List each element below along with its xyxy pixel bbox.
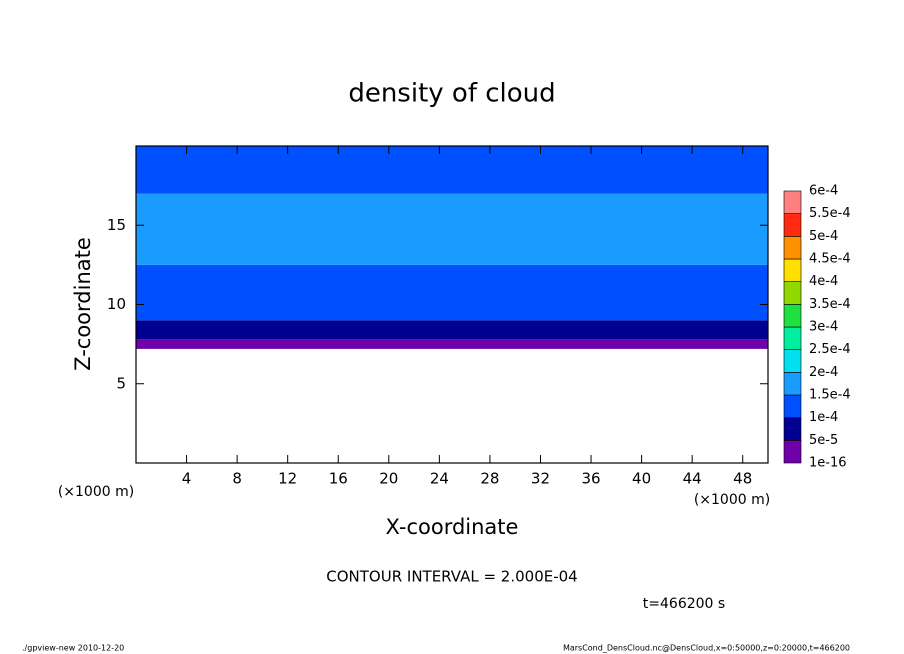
contour-band — [136, 264, 768, 321]
x-unit: (×1000 m) — [58, 484, 134, 500]
chart-title: density of cloud — [348, 79, 555, 109]
y-tick-label: 15 — [107, 216, 126, 234]
footer: MarsCond_DensCloud.nc@DensCloud,x=0:5000… — [563, 644, 850, 653]
colorbar-label: 5e-5 — [809, 433, 838, 448]
colorbar-label: 6e-4 — [809, 184, 838, 199]
colorbar-swatch — [783, 190, 802, 214]
x-tick-label: 12 — [278, 470, 297, 488]
x-tick-label: 16 — [329, 470, 348, 488]
x-tick-label: 4 — [182, 470, 192, 488]
colorbar-swatch — [783, 281, 802, 305]
colorbar-label: 1e-4 — [809, 410, 838, 425]
colorbar-swatch — [783, 326, 802, 350]
x-tick-label: 32 — [531, 470, 550, 488]
colorbar-label: 5e-4 — [809, 229, 838, 244]
x-unit: (×1000 m) — [694, 492, 770, 508]
time-note: t=466200 s — [643, 596, 725, 612]
contour-band — [136, 146, 768, 194]
colorbar-swatch — [783, 394, 802, 418]
colorbar-swatch — [783, 417, 802, 441]
colorbar-swatch — [783, 372, 802, 396]
x-axis-label: X-coordinate — [386, 515, 519, 539]
colorbar-swatch — [783, 258, 802, 282]
x-tick-label: 8 — [232, 470, 242, 488]
x-tick-label: 40 — [632, 470, 651, 488]
colorbar-label: 3.5e-4 — [809, 297, 851, 312]
contour-band — [136, 193, 768, 265]
footer: ./gpview-new 2010-12-20 — [22, 644, 124, 653]
colorbar-swatch — [783, 213, 802, 237]
x-tick-label: 28 — [480, 470, 499, 488]
colorbar-label: 1e-16 — [809, 456, 847, 471]
x-tick-label: 20 — [379, 470, 398, 488]
x-tick-label: 44 — [683, 470, 702, 488]
colorbar-label: 3e-4 — [809, 320, 838, 335]
y-tick-label: 5 — [116, 374, 126, 392]
contour-band — [136, 339, 768, 349]
colorbar-swatch — [783, 236, 802, 260]
colorbar-label: 4e-4 — [809, 274, 838, 289]
y-tick-label: 10 — [107, 295, 126, 313]
y-axis-label: Z-coordinate — [71, 237, 95, 371]
x-tick-label: 24 — [430, 470, 449, 488]
colorbar-swatch — [783, 349, 802, 373]
colorbar-label: 1.5e-4 — [809, 388, 851, 403]
contour-note: CONTOUR INTERVAL = 2.000E-04 — [326, 568, 577, 586]
colorbar-label: 2e-4 — [809, 365, 838, 380]
colorbar-swatch — [783, 440, 802, 464]
x-tick-label: 36 — [581, 470, 600, 488]
colorbar-swatch — [783, 304, 802, 328]
contour-band — [136, 320, 768, 340]
colorbar-label: 4.5e-4 — [809, 252, 851, 267]
x-tick-label: 48 — [733, 470, 752, 488]
colorbar-label: 5.5e-4 — [809, 206, 851, 221]
colorbar-label: 2.5e-4 — [809, 342, 851, 357]
